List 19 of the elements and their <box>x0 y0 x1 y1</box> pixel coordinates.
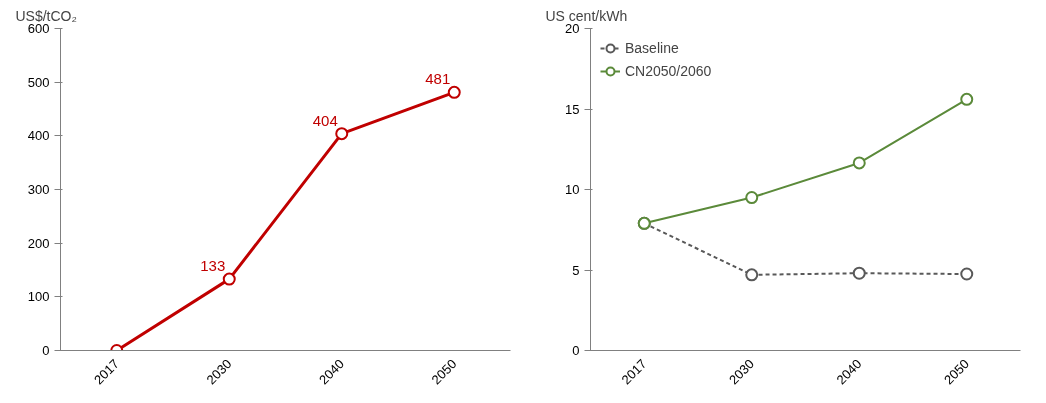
y-tick-label: 100 <box>27 289 50 305</box>
y-tick-label: 10 <box>565 182 580 197</box>
y-tick-label: 200 <box>27 235 50 251</box>
y-axis-title: US cent/kWh <box>545 7 628 24</box>
y-tick-label: 500 <box>27 74 50 90</box>
y-tick-label: 20 <box>565 21 580 36</box>
data-label: 133 <box>200 257 226 275</box>
data-label: 404 <box>312 111 338 129</box>
y-tick-label: 15 <box>565 101 580 117</box>
data-label: 481 <box>425 70 451 88</box>
legend-label: Baseline <box>625 40 679 56</box>
legend-label: CN2050/2060 <box>625 63 712 79</box>
y-tick-label: 0 <box>572 343 580 358</box>
y-tick-label: 5 <box>572 262 580 278</box>
y-tick-label: 0 <box>42 343 50 358</box>
y-tick-label: 300 <box>27 182 50 197</box>
y-axis-title: US$/tCO₂ <box>15 7 77 24</box>
y-tick-label: 600 <box>27 21 50 36</box>
y-tick-label: 400 <box>27 128 50 144</box>
